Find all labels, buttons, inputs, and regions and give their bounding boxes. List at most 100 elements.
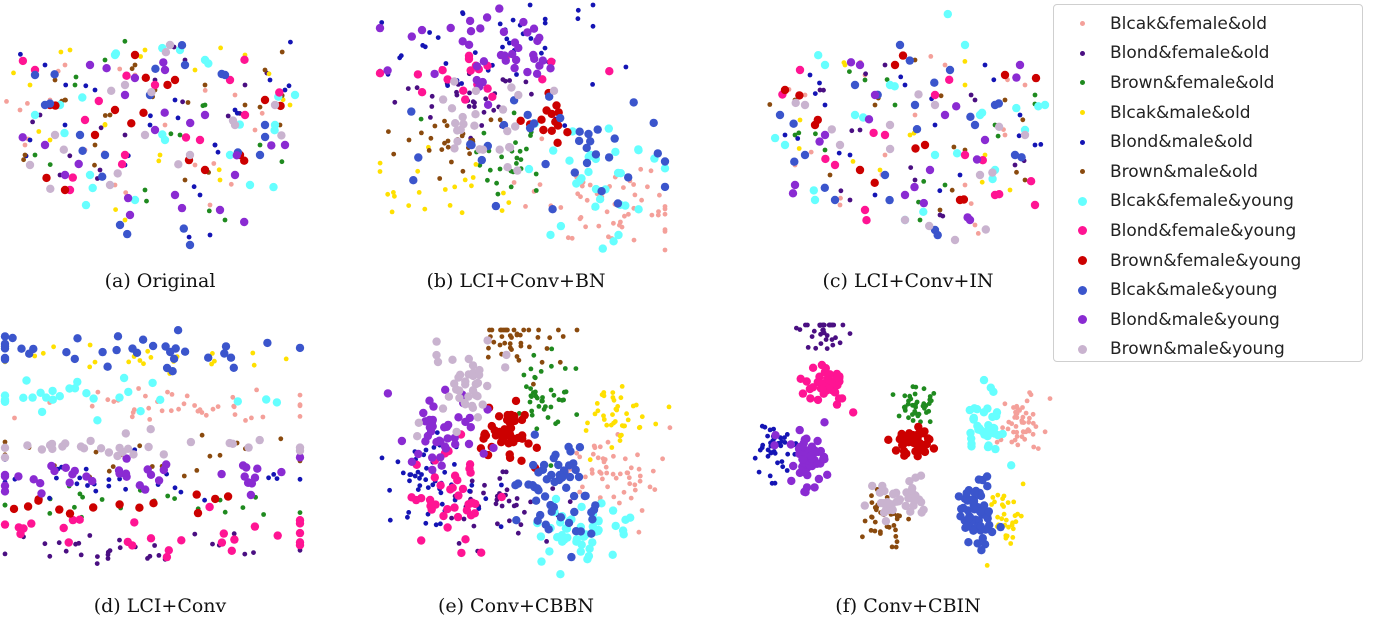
scatter-point [232,92,238,98]
scatter-point [573,366,579,371]
legend-label: Blond&male&young [1110,309,1280,330]
scatter-point [631,182,636,187]
scatter-point [506,423,516,433]
scatter-point [808,363,818,372]
scatter-point [169,392,175,397]
scatter-point [878,529,883,535]
scatter-panel-a [4,38,300,250]
scatter-point [556,513,566,522]
scatter-point [507,40,512,46]
scatter-point [441,444,451,453]
scatter-point [632,482,638,488]
scatter-point [414,153,423,162]
scatter-point [1030,200,1040,210]
scatter-point [574,450,580,456]
scatter-point [995,514,1000,520]
scatter-point [979,375,989,385]
scatter-point [50,130,60,140]
scatter-point [45,99,55,108]
scatter-point [47,495,52,501]
scatter-point [546,230,555,240]
scatter-point [438,66,447,75]
scatter-point [580,484,585,490]
scatter-point [960,150,970,160]
scatter-point [423,520,429,526]
scatter-point [159,58,168,67]
scatter-point [82,472,91,481]
scatter-point [230,394,236,400]
scatter-point [147,417,153,422]
scatter-point [841,60,847,65]
scatter-point [21,157,26,163]
scatter-point [529,460,538,470]
scatter-point [912,125,922,134]
scatter-point [199,410,205,415]
scatter-point [93,449,99,455]
scatter-point [154,476,164,485]
scatter-point [417,536,426,545]
scatter-point [1026,419,1032,425]
scatter-point [869,493,874,499]
scatter-point [830,388,840,397]
scatter-point [604,422,610,428]
scatter-point [815,137,824,146]
scatter-point [889,490,898,499]
scatter-point [770,441,779,450]
scatter-point [262,67,268,73]
scatter-point [827,172,833,178]
scatter-point [477,548,486,557]
scatter-point [507,518,512,524]
scatter-point [921,179,927,184]
scatter-point [447,104,457,113]
scatter-point [185,150,195,160]
scatter-point [597,444,603,450]
scatter-point [267,141,276,150]
scatter-point [634,205,643,214]
scatter-point [121,429,130,438]
scatter-point [969,526,978,535]
scatter-point [130,410,136,415]
scatter-point [821,87,826,93]
scatter-point [510,63,519,73]
scatter-point [621,201,630,210]
scatter-point [1038,142,1044,147]
scatter-point [377,169,383,174]
scatter-point [77,491,83,497]
scatter-point [494,180,499,186]
scatter-point [963,521,972,531]
scatter-point [429,104,435,109]
legend-marker [1077,344,1087,354]
scatter-point [458,37,467,46]
scatter-point [122,472,131,481]
scatter-point [495,191,501,197]
scatter-point [906,507,915,516]
scatter-point [900,215,910,225]
scatter-point [575,191,581,197]
scatter-point [614,407,620,413]
legend-item: Blcak&female&old [1054,9,1362,39]
scatter-point [177,536,186,545]
scatter-point [458,112,467,122]
scatter-point [862,216,871,225]
scatter-point [990,495,996,500]
scatter-point [416,190,422,195]
scatter-point [992,408,1002,417]
scatter-point [959,195,969,204]
scatter-point [68,173,78,182]
scatter-point [952,149,962,158]
scatter-point [582,143,591,153]
scatter-point [591,202,600,211]
scatter-point [554,460,563,470]
scatter-point [409,176,418,185]
scatter-point [425,485,431,490]
scatter-point [807,442,817,451]
scatter-point [531,381,536,387]
scatter-point [423,447,429,453]
scatter-point [502,415,512,425]
legend-item: Blond&male&old [1054,127,1362,157]
scatter-point [569,491,579,501]
scatter-point [905,429,914,438]
scatter-point [443,523,452,532]
scatter-point [514,502,519,508]
scatter-point [488,92,497,102]
